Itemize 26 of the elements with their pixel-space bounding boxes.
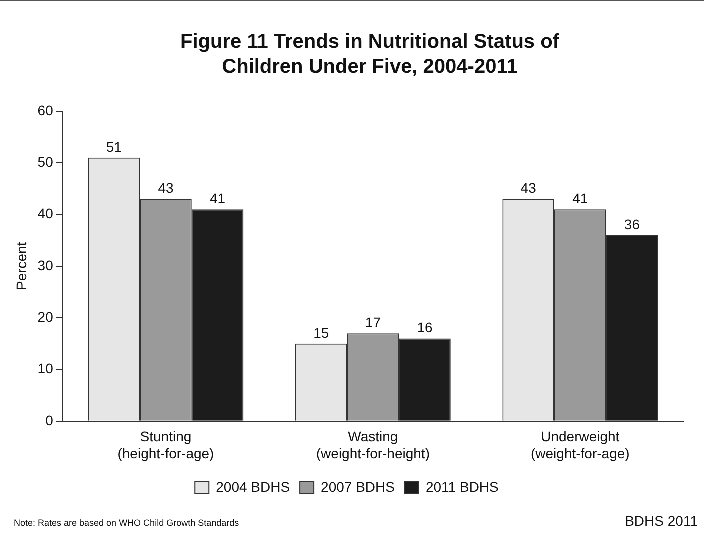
x-tick-label: Stunting (height-for-age): [118, 428, 214, 462]
data-label: 15: [314, 324, 330, 341]
data-label: 51: [106, 138, 122, 155]
y-tick-label: 50: [38, 154, 54, 170]
data-label: 41: [210, 190, 226, 206]
y-tick-label: 60: [38, 102, 54, 118]
y-tick-label: 10: [38, 360, 54, 377]
data-label: 41: [572, 190, 588, 206]
data-label: 16: [417, 320, 433, 336]
data-label: 43: [158, 180, 174, 196]
x-tick-label: Underweight (weight-for-age): [530, 428, 630, 462]
text: Note: Rates are based on WHO Child Growth Standards: [14, 518, 240, 528]
y-tick-label: 0: [46, 412, 54, 428]
legend-label: 2007 BDHS: [321, 478, 395, 495]
y-tick-label: 40: [38, 206, 54, 222]
y-tick-label: 30: [38, 257, 54, 274]
text: BDHS 2011: [625, 513, 698, 529]
x-tick-label: Wasting (weight-for-height): [316, 428, 430, 462]
data-label: 36: [624, 216, 640, 232]
y-tick-label: 20: [38, 308, 54, 325]
y-axis-title: Percent: [13, 242, 30, 291]
data-label: 43: [520, 180, 537, 196]
legend-label: 2004 BDHS: [216, 478, 290, 495]
chart-title: Figure 11 Trends in Nutritional Status of Children Under Five, 2004-2011: [180, 30, 560, 80]
data-label: 17: [365, 314, 382, 330]
legend-label: 2011 BDHS: [426, 478, 499, 495]
